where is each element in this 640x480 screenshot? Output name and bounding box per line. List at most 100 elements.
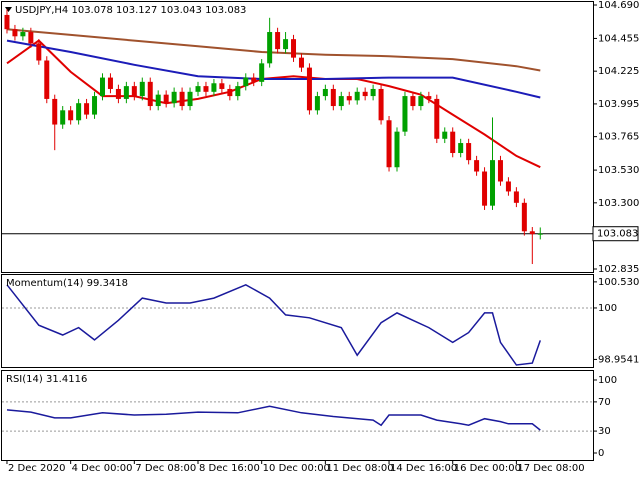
- candle-body: [513, 191, 519, 203]
- candle-body: [179, 91, 185, 107]
- candle-body: [36, 43, 42, 61]
- candle-body: [314, 96, 320, 111]
- candle-body: [426, 96, 432, 99]
- candle-body: [115, 88, 121, 99]
- candle-body: [521, 202, 527, 232]
- chart-title: USDJPY,H4 103.078 103.127 103.043 103.08…: [15, 5, 246, 16]
- y-tick-label: 103.765: [598, 132, 639, 143]
- candle-body: [187, 91, 193, 107]
- x-tick-label: 17 Dec 08:00: [517, 463, 584, 474]
- candle-body: [52, 98, 58, 125]
- y-tick-label: 103.530: [598, 165, 639, 176]
- candle-body: [283, 39, 289, 50]
- candle-body: [466, 143, 472, 161]
- candle-body: [497, 160, 503, 182]
- candle-body: [123, 86, 129, 99]
- momentum-panel-frame: [1, 274, 594, 368]
- candle-body: [227, 88, 233, 97]
- y-tick-label: 100: [598, 303, 617, 314]
- candle-body: [171, 91, 177, 104]
- candle-body: [322, 88, 328, 97]
- y-tick-label: 103.300: [598, 198, 639, 209]
- y-tick-label: 30: [598, 426, 611, 437]
- y-tick-label: 102.835: [598, 264, 639, 275]
- indicator-line: [6, 283, 542, 366]
- candle-body: [251, 77, 257, 82]
- moving-average: [6, 39, 541, 169]
- candle-body: [410, 96, 416, 107]
- x-tick-label: 4 Dec 00:00: [72, 463, 133, 474]
- y-tick-label: 104.225: [598, 66, 639, 77]
- indicator-label: Momentum(14) 99.3418: [6, 278, 128, 289]
- candle-body: [44, 60, 50, 99]
- x-tick-label: 14 Dec 16:00: [390, 463, 457, 474]
- candle-body: [211, 83, 217, 92]
- candle-body: [306, 67, 312, 111]
- y-tick-label: 104.455: [598, 33, 639, 44]
- candle-body: [402, 96, 408, 132]
- candle-body: [434, 98, 440, 139]
- candle-body: [298, 57, 304, 68]
- candle-body: [450, 131, 456, 154]
- candle-body: [418, 96, 424, 107]
- candle-body: [362, 91, 368, 97]
- candle-body: [386, 120, 392, 168]
- y-tick-label: 103.995: [598, 99, 639, 110]
- candle-body: [529, 231, 535, 235]
- candle-body: [92, 96, 98, 115]
- candle-body: [259, 63, 265, 82]
- candle-body: [482, 171, 488, 206]
- indicator-label: RSI(14) 31.4116: [6, 374, 87, 385]
- candle-body: [537, 233, 543, 235]
- candle-body: [275, 32, 281, 50]
- menu-triangle[interactable]: [5, 7, 12, 12]
- candle-body: [163, 94, 169, 104]
- y-tick-label: 0: [598, 448, 604, 459]
- candle-body: [84, 103, 90, 115]
- candle-body: [330, 88, 336, 107]
- candle-body: [267, 32, 273, 64]
- x-tick-label: 16 Dec 00:00: [454, 463, 521, 474]
- candle-body: [442, 131, 448, 139]
- candle-body: [139, 81, 145, 97]
- candle-body: [28, 32, 34, 44]
- y-tick-label: 100.5302: [598, 277, 640, 288]
- candle-body: [76, 103, 82, 121]
- y-tick-label: 98.9541: [598, 354, 639, 365]
- x-tick-label: 10 Dec 00:00: [263, 463, 330, 474]
- candle-body: [243, 77, 249, 87]
- candle-body: [338, 96, 344, 107]
- candle-body: [370, 88, 376, 97]
- candle-body: [131, 86, 137, 97]
- candle-body: [354, 91, 360, 101]
- y-tick-label: 70: [598, 397, 611, 408]
- candle-body: [490, 160, 496, 206]
- candle-body: [155, 94, 161, 107]
- y-tick-label: 100: [598, 375, 617, 386]
- candle-body: [4, 14, 10, 30]
- candle-body: [203, 86, 209, 92]
- moving-average: [6, 39, 541, 99]
- indicator-line: [6, 405, 541, 431]
- candle-body: [219, 83, 225, 89]
- current-price-label: 103.083: [597, 229, 638, 240]
- candle-body: [99, 77, 105, 97]
- x-tick-label: 2 Dec 2020: [8, 463, 66, 474]
- candle-body: [235, 86, 241, 97]
- current-price-box: [592, 226, 639, 242]
- candle-body: [378, 88, 384, 121]
- candle-body: [195, 86, 201, 92]
- candle-body: [291, 39, 297, 58]
- candle-body: [458, 143, 464, 154]
- rsi-panel-frame: [1, 370, 594, 461]
- candle-body: [68, 110, 74, 121]
- candle-body: [474, 160, 480, 172]
- candle-body: [60, 110, 66, 125]
- candle-body: [147, 81, 153, 107]
- x-tick-label: 11 Dec 08:00: [326, 463, 393, 474]
- x-tick-label: 7 Dec 08:00: [135, 463, 196, 474]
- candle-body: [505, 181, 511, 192]
